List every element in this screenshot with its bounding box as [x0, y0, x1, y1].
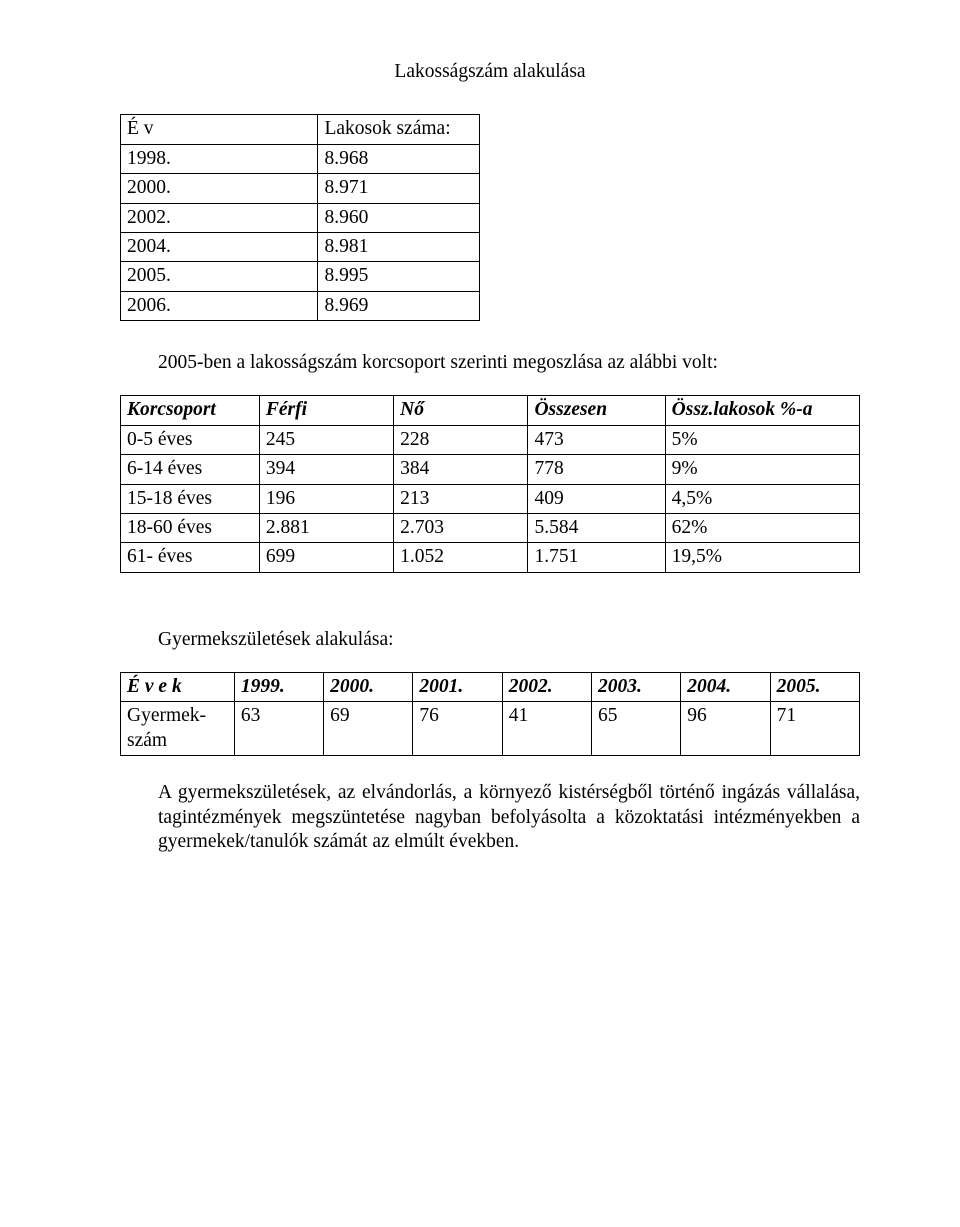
- cell-year: 2004.: [121, 232, 318, 261]
- th-population: Lakosok száma:: [318, 115, 480, 144]
- table-row: 2000.8.971: [121, 174, 480, 203]
- cell: 41: [502, 702, 591, 756]
- births-table: É v e k 1999. 2000. 2001. 2002. 2003. 20…: [120, 672, 860, 756]
- cell-pop: 8.969: [318, 291, 480, 320]
- cell: 699: [259, 543, 393, 572]
- cell: 778: [528, 455, 665, 484]
- th-year: 1999.: [234, 673, 323, 702]
- cell: 394: [259, 455, 393, 484]
- cell: 384: [394, 455, 528, 484]
- th-korcsoport: Korcsoport: [121, 396, 260, 425]
- table-row: 2006.8.969: [121, 291, 480, 320]
- th-year: 2005.: [770, 673, 859, 702]
- cell: 4,5%: [665, 484, 859, 513]
- th-year: 2002.: [502, 673, 591, 702]
- cell: 2.881: [259, 513, 393, 542]
- cell: 96: [681, 702, 770, 756]
- births-subheading: Gyermekszületések alakulása:: [120, 628, 860, 652]
- mid-paragraph: 2005-ben a lakosságszám korcsoport szeri…: [120, 351, 860, 375]
- table-row: 15-18 éves1962134094,5%: [121, 484, 860, 513]
- row-label: Gyermek-szám: [121, 702, 235, 756]
- cell: 409: [528, 484, 665, 513]
- cell: 19,5%: [665, 543, 859, 572]
- th-pct: Össz.lakosok %-a: [665, 396, 859, 425]
- cell: 228: [394, 425, 528, 454]
- cell-year: 2006.: [121, 291, 318, 320]
- cell: 2.703: [394, 513, 528, 542]
- cell-year: 2002.: [121, 203, 318, 232]
- th-year: 2000.: [324, 673, 413, 702]
- age-group-table: Korcsoport Férfi Nő Összesen Össz.lakoso…: [120, 395, 860, 572]
- cell-pop: 8.971: [318, 174, 480, 203]
- table-header-row: Korcsoport Férfi Nő Összesen Össz.lakoso…: [121, 396, 860, 425]
- cell: 71: [770, 702, 859, 756]
- table-row: 18-60 éves2.8812.7035.58462%: [121, 513, 860, 542]
- table-header-row: É v e k 1999. 2000. 2001. 2002. 2003. 20…: [121, 673, 860, 702]
- cell-pop: 8.995: [318, 262, 480, 291]
- population-table: É v Lakosok száma: 1998.8.968 2000.8.971…: [120, 114, 480, 321]
- closing-paragraph: A gyermekszületések, az elvándorlás, a k…: [120, 781, 860, 854]
- table-row: 61- éves6991.0521.75119,5%: [121, 543, 860, 572]
- cell: 18-60 éves: [121, 513, 260, 542]
- cell: 9%: [665, 455, 859, 484]
- cell: 76: [413, 702, 502, 756]
- cell: 1.751: [528, 543, 665, 572]
- cell: 6-14 éves: [121, 455, 260, 484]
- cell: 245: [259, 425, 393, 454]
- th-year: 2004.: [681, 673, 770, 702]
- cell: 196: [259, 484, 393, 513]
- table-row: 1998.8.968: [121, 144, 480, 173]
- cell: 5%: [665, 425, 859, 454]
- th-year: 2001.: [413, 673, 502, 702]
- cell-year: 1998.: [121, 144, 318, 173]
- cell-year: 2005.: [121, 262, 318, 291]
- table-header-row: É v Lakosok száma:: [121, 115, 480, 144]
- cell-pop: 8.981: [318, 232, 480, 261]
- cell: 61- éves: [121, 543, 260, 572]
- cell: 1.052: [394, 543, 528, 572]
- cell-pop: 8.968: [318, 144, 480, 173]
- cell: 65: [592, 702, 681, 756]
- table-row: 2005.8.995: [121, 262, 480, 291]
- cell: 69: [324, 702, 413, 756]
- cell: 63: [234, 702, 323, 756]
- th-no: Nő: [394, 396, 528, 425]
- cell: 15-18 éves: [121, 484, 260, 513]
- table-row: 2004.8.981: [121, 232, 480, 261]
- th-year: É v: [121, 115, 318, 144]
- th-year: 2003.: [592, 673, 681, 702]
- page-title: Lakosságszám alakulása: [120, 60, 860, 84]
- table-row: 2002.8.960: [121, 203, 480, 232]
- th-ferfi: Férfi: [259, 396, 393, 425]
- cell-year: 2000.: [121, 174, 318, 203]
- table-row: 0-5 éves2452284735%: [121, 425, 860, 454]
- table-row: Gyermek-szám 63 69 76 41 65 96 71: [121, 702, 860, 756]
- cell: 213: [394, 484, 528, 513]
- table-row: 6-14 éves3943847789%: [121, 455, 860, 484]
- cell: 473: [528, 425, 665, 454]
- cell-pop: 8.960: [318, 203, 480, 232]
- th-evek: É v e k: [121, 673, 235, 702]
- cell: 5.584: [528, 513, 665, 542]
- cell: 0-5 éves: [121, 425, 260, 454]
- cell: 62%: [665, 513, 859, 542]
- th-osszesen: Összesen: [528, 396, 665, 425]
